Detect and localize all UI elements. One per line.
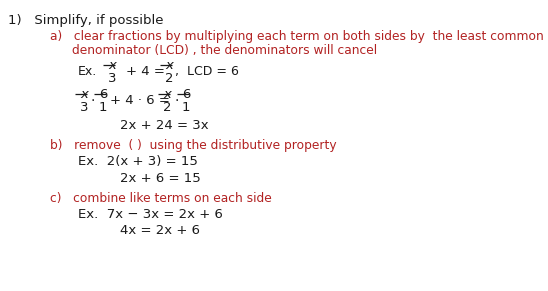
Text: ·: ·	[91, 94, 95, 108]
Text: 2x + 24 = 3x: 2x + 24 = 3x	[120, 119, 209, 132]
Text: Ex.: Ex.	[78, 65, 97, 78]
Text: 1: 1	[99, 101, 107, 114]
Text: 3: 3	[80, 101, 88, 114]
Text: 4x = 2x + 6: 4x = 2x + 6	[120, 224, 200, 237]
Text: x: x	[163, 88, 171, 101]
Text: x: x	[165, 59, 173, 72]
Text: + 4 · 6 =: + 4 · 6 =	[110, 94, 170, 107]
Text: 1)   Simplify, if possible: 1) Simplify, if possible	[8, 14, 163, 27]
Text: x: x	[108, 59, 116, 72]
Text: Ex.  2(x + 3) = 15: Ex. 2(x + 3) = 15	[78, 155, 198, 168]
Text: c)   combine like terms on each side: c) combine like terms on each side	[50, 192, 272, 205]
Text: ·: ·	[174, 94, 179, 108]
Text: Ex.  7x − 3x = 2x + 6: Ex. 7x − 3x = 2x + 6	[78, 208, 223, 221]
Text: b)   remove  ( )  using the distributive property: b) remove ( ) using the distributive pro…	[50, 139, 336, 152]
Text: 6: 6	[182, 88, 190, 101]
Text: 1: 1	[182, 101, 191, 114]
Text: + 4 =: + 4 =	[126, 65, 165, 78]
Text: a)   clear fractions by multiplying each term on both sides by  the least common: a) clear fractions by multiplying each t…	[50, 30, 544, 43]
Text: 2: 2	[163, 101, 172, 114]
Text: ,  LCD = 6: , LCD = 6	[175, 65, 239, 78]
Text: 3: 3	[108, 72, 117, 85]
Text: denominator (LCD) , the denominators will cancel: denominator (LCD) , the denominators wil…	[72, 44, 377, 57]
Text: x: x	[80, 88, 88, 101]
Text: 2: 2	[165, 72, 174, 85]
Text: 2x + 6 = 15: 2x + 6 = 15	[120, 172, 201, 185]
Text: 6: 6	[99, 88, 107, 101]
